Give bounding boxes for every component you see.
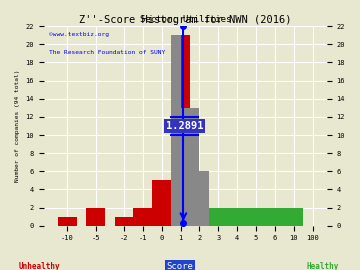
Bar xyxy=(152,180,171,226)
Text: Healthy: Healthy xyxy=(306,262,338,270)
Bar xyxy=(247,208,265,226)
Bar xyxy=(181,108,199,226)
Text: 1.2891: 1.2891 xyxy=(166,121,203,131)
Bar xyxy=(58,217,77,226)
Title: Z''-Score Histogram for NWN (2016): Z''-Score Histogram for NWN (2016) xyxy=(79,15,292,25)
Bar xyxy=(114,217,134,226)
Bar xyxy=(265,208,284,226)
Y-axis label: Number of companies (94 total): Number of companies (94 total) xyxy=(15,70,20,182)
Bar xyxy=(284,208,303,226)
Bar xyxy=(86,208,105,226)
Bar xyxy=(134,208,152,226)
Bar xyxy=(228,208,247,226)
Bar xyxy=(171,35,181,226)
Text: ©www.textbiz.org: ©www.textbiz.org xyxy=(49,32,109,37)
Text: The Research Foundation of SUNY: The Research Foundation of SUNY xyxy=(49,50,166,55)
Text: Sector: Utilities: Sector: Utilities xyxy=(140,15,231,24)
Bar xyxy=(171,35,190,226)
Bar xyxy=(199,171,209,226)
Text: Score: Score xyxy=(167,262,193,270)
Bar xyxy=(209,208,228,226)
Text: Unhealthy: Unhealthy xyxy=(19,262,60,270)
